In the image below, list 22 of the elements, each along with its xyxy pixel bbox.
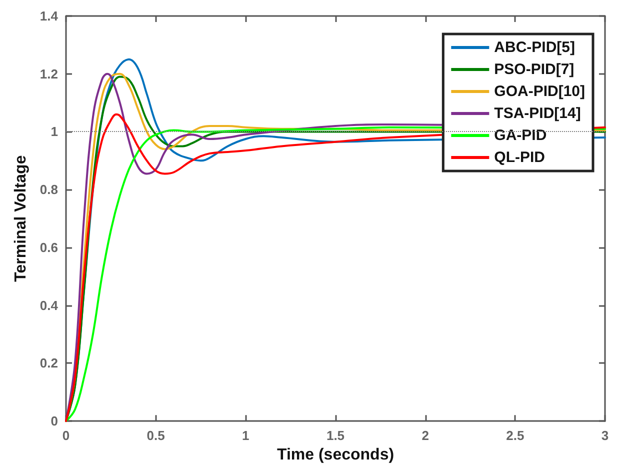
legend-label: QL-PID <box>494 149 546 166</box>
x-tick-label: 0.5 <box>146 428 165 444</box>
x-tick-label: 2 <box>422 428 429 444</box>
y-tick-label: 0 <box>50 414 58 429</box>
y-tick-label: 1.4 <box>40 8 59 24</box>
y-tick-label: 0.4 <box>40 298 59 313</box>
legend-label: ABC-PID[5] <box>494 39 575 56</box>
x-tick-label: 1.5 <box>326 428 345 444</box>
legend-label: GOA-PID[10] <box>494 83 586 100</box>
x-tick-label: 3 <box>601 428 609 444</box>
y-tick-label: 0.2 <box>40 356 58 371</box>
x-axis-title: Time (seconds) <box>276 446 394 464</box>
y-axis-title: Terminal Voltage <box>12 155 30 282</box>
y-tick-label: 0.8 <box>40 182 58 198</box>
legend-label: TSA-PID[14] <box>494 105 581 122</box>
x-tick-label: 1 <box>242 428 250 444</box>
x-tick-label: 0 <box>62 428 70 444</box>
x-tick-label: 2.5 <box>506 428 524 444</box>
y-tick-label: 0.6 <box>40 240 58 255</box>
y-tick-label: 1 <box>50 124 58 140</box>
y-tick-label: 1.2 <box>40 66 58 82</box>
legend-label: PSO-PID[7] <box>494 61 574 78</box>
